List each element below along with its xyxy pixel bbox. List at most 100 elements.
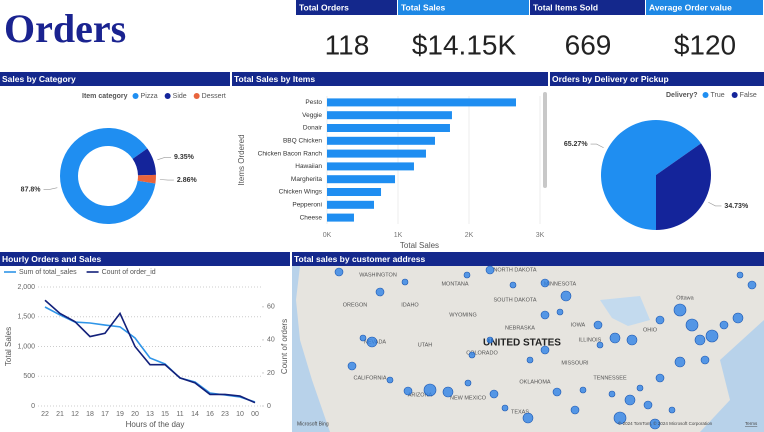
map-bubble [747,280,757,290]
legend-label: Sum of total_sales [19,269,77,276]
water [292,266,330,432]
y-tick-label: Margherita [291,176,322,183]
map-label: UNITED STATES [483,338,561,349]
y-tick-label: 500 [23,373,35,380]
map-bubble [375,287,385,297]
map-label: TENNESSEE [593,375,627,381]
y2-axis-label: Count of orders [280,319,289,374]
legend-title: Item category [82,93,128,100]
legend-swatch [193,93,200,99]
map-bubble [579,386,587,394]
bar [327,111,452,120]
map-bubble [468,351,476,359]
kpi-label: Total Sales [401,2,446,12]
x-tick-label: 20 [131,411,139,418]
map-label: TEXAS [511,409,529,415]
map-bubble [442,386,454,398]
y-tick-label: Chicken Wings [279,189,323,196]
y-axis-label: Total Sales [4,327,13,366]
map-bubble [522,412,534,424]
y2-tick-label: 40 [267,337,275,344]
y-tick-label: Hawaiian [295,163,322,170]
y-tick-label: 1,000 [17,343,35,350]
map-label: NEBRASKA [505,325,535,331]
map-bubble [359,334,367,342]
map-bubble [526,356,534,364]
x-tick-label: 11 [176,411,183,418]
bar [327,136,435,145]
y-tick-label: Veggie [302,112,322,119]
map-bubble [347,361,357,371]
y-axis-label: Items Ordered [237,134,246,185]
map-bubble [636,384,644,392]
y-tick-label: 0 [31,403,35,410]
data-label: 87.8% [21,186,42,193]
map-bubble [403,386,413,396]
water [700,320,764,432]
map-label: MISSOURI [561,360,589,366]
map-bubble [685,318,699,332]
water [600,296,650,326]
map-label: COLORADO [466,350,498,356]
map-bubble [386,376,394,384]
kpi-label: Total Items Sold [533,2,598,12]
map-bubble [593,320,603,330]
panel-title: Sales by Category [2,74,76,84]
map-label: IDAHO [401,302,419,308]
data-label: 2.86% [177,177,198,184]
map-label: OHIO [643,327,658,333]
x-tick-label: 17 [101,411,109,418]
legend-swatch [132,93,139,99]
kpi-value: $14.15K [412,29,517,60]
bar [327,149,426,158]
map-label: NORTH DAKOTA [493,267,537,273]
data-label: 65.27% [564,141,589,148]
panel-title: Orders by Delivery or Pickup [552,74,669,84]
slice [656,143,711,230]
bar [327,162,414,171]
map-bubble [552,387,562,397]
map-bubble [501,404,509,412]
bar [327,175,396,184]
legend-label: True [711,92,725,99]
x-tick-label: 21 [56,411,64,418]
map-label: WASHINGTON [359,272,397,278]
kpi-header [296,0,397,15]
panel-header [0,252,290,266]
map-bubble [464,379,472,387]
x-axis-label: Hours of the day [126,420,185,429]
map-label: MONTANA [441,281,468,287]
panel-header [550,72,764,86]
legend-label: Dessert [202,93,226,100]
x-tick-label: 2K [465,232,474,239]
legend-label: Side [173,93,187,100]
map-label: ARIZONA [408,392,433,398]
slice [601,119,702,230]
map-label: SOUTH DAKOTA [494,297,537,303]
bar [327,124,450,132]
map-bubble [401,278,409,286]
panel-header [232,72,548,86]
map-bubble [540,345,550,355]
map-bubble [489,389,499,399]
leader-line [157,157,172,161]
legend-swatch [731,92,738,98]
bar [327,213,354,222]
kpi-value: $120 [674,29,736,60]
map-bubble [732,312,744,324]
x-tick-label: 19 [116,411,124,418]
map-label: MINNESOTA [544,281,577,287]
panel-title: Total Sales by Items [234,74,315,84]
x-axis-label: Total Sales [400,241,439,250]
map-background [292,266,764,432]
leader-line [590,143,604,149]
x-tick-label: 12 [71,411,79,418]
leader-line [159,179,174,181]
y-tick-label: Donair [303,125,323,132]
x-tick-label: 15 [161,411,169,418]
x-tick-label: 22 [41,411,49,418]
bar [327,98,517,107]
map-bubble [540,310,550,320]
kpi-label: Average Order value [649,2,732,12]
